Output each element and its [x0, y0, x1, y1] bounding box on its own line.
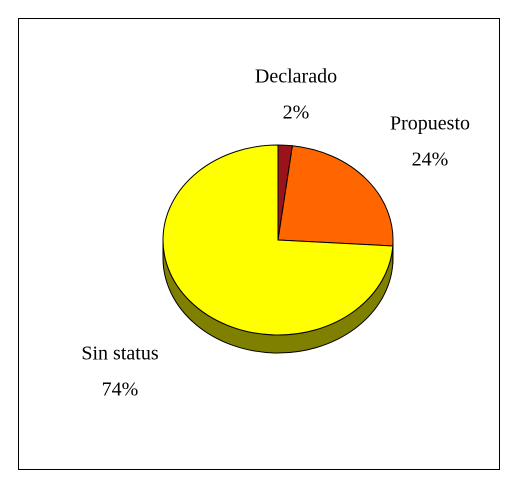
labels: Declarado 2% Propuesto 24% Sin status 74% — [81, 66, 470, 401]
pie-slice — [162, 144, 394, 336]
pie-slice — [277, 145, 394, 247]
pie-tops — [162, 144, 394, 336]
slice-label: Sin status — [81, 343, 158, 365]
slice-label: Propuesto — [390, 113, 470, 135]
slice-label: Declarado — [255, 66, 337, 88]
slice-value-label: 24% — [412, 149, 449, 171]
slice-value-label: 74% — [102, 379, 139, 401]
slice-value-label: 2% — [283, 102, 310, 124]
